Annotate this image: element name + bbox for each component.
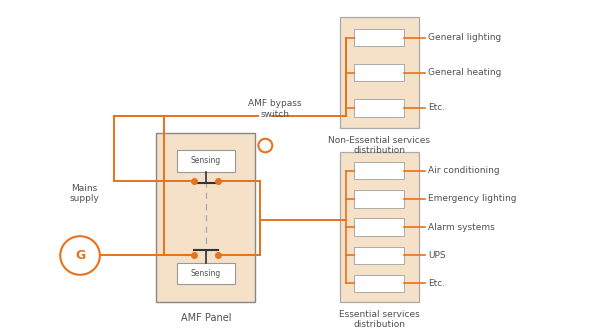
FancyBboxPatch shape [355, 64, 404, 81]
FancyBboxPatch shape [177, 150, 235, 172]
Text: Etc.: Etc. [428, 279, 445, 288]
Text: Non-Essential services
distribution: Non-Essential services distribution [328, 136, 430, 155]
Text: AMF bypass
switch: AMF bypass switch [248, 99, 302, 119]
Text: Sensing: Sensing [191, 269, 221, 278]
FancyBboxPatch shape [355, 247, 404, 264]
Text: Emergency lighting: Emergency lighting [428, 194, 517, 203]
FancyBboxPatch shape [355, 275, 404, 292]
FancyBboxPatch shape [340, 17, 419, 128]
Circle shape [259, 139, 272, 152]
FancyBboxPatch shape [355, 162, 404, 179]
Text: Sensing: Sensing [191, 156, 221, 165]
Text: Mains
supply: Mains supply [69, 184, 99, 203]
FancyBboxPatch shape [355, 218, 404, 236]
FancyBboxPatch shape [355, 99, 404, 117]
Text: AMF Panel: AMF Panel [181, 313, 231, 323]
Text: Air conditioning: Air conditioning [428, 166, 499, 175]
FancyBboxPatch shape [177, 263, 235, 284]
Text: Essential services
distribution: Essential services distribution [339, 310, 419, 329]
Text: G: G [75, 249, 85, 262]
FancyBboxPatch shape [157, 133, 256, 302]
FancyBboxPatch shape [355, 29, 404, 46]
FancyBboxPatch shape [340, 152, 419, 302]
FancyBboxPatch shape [355, 190, 404, 207]
Text: General heating: General heating [428, 68, 501, 77]
Text: General lighting: General lighting [428, 33, 501, 42]
Text: Alarm systems: Alarm systems [428, 222, 494, 231]
Text: UPS: UPS [428, 251, 445, 260]
Text: Etc.: Etc. [428, 104, 445, 113]
